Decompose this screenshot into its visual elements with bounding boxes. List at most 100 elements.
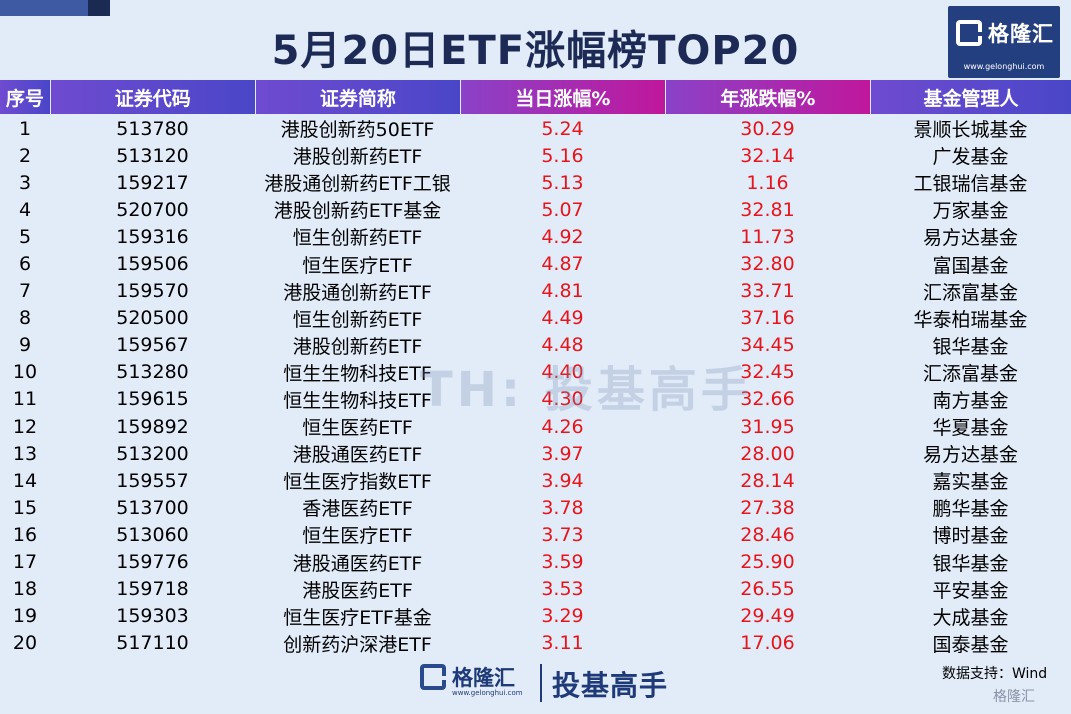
rank-cell: 13 bbox=[12, 442, 38, 465]
table-row: 5 159316 恒生创新药ETF 4.92 11.73 易方达基金 bbox=[0, 223, 1071, 250]
rank-cell: 7 bbox=[18, 280, 32, 303]
yearly-change-cell: 32.45 bbox=[740, 361, 795, 384]
column-header: 证券代码 bbox=[50, 80, 255, 114]
daily-change-cell: 3.97 bbox=[541, 442, 584, 465]
manager-cell: 广发基金 bbox=[932, 146, 1009, 169]
corner-decoration bbox=[0, 0, 88, 16]
manager-cell: 汇添富基金 bbox=[922, 362, 1018, 385]
rank-cell: 14 bbox=[12, 469, 38, 492]
rank-cell: 9 bbox=[18, 334, 32, 357]
rank-cell: 15 bbox=[12, 496, 38, 519]
name-cell: 港股通创新药ETF工银 bbox=[264, 173, 451, 196]
yearly-change-cell: 28.46 bbox=[740, 523, 795, 546]
logo-g-icon bbox=[956, 20, 982, 46]
yearly-change-cell: 32.80 bbox=[740, 253, 795, 276]
table-row: 16 513060 恒生医疗ETF 3.73 28.46 博时基金 bbox=[0, 521, 1071, 548]
manager-cell: 华泰柏瑞基金 bbox=[913, 308, 1028, 331]
etf-ranking-table: 序号 证券代码 证券简称 当日涨幅% 年涨跌幅% 基金管理人 1 513780 港股… bbox=[0, 80, 1071, 657]
table-row: 10 513280 恒生生物科技ETF 4.40 32.45 汇添富基金 bbox=[0, 359, 1071, 386]
yearly-change-cell: 28.14 bbox=[740, 469, 795, 492]
rank-cell: 12 bbox=[12, 415, 38, 438]
watermark: TH: 投基高手 bbox=[420, 362, 753, 418]
footer-divider bbox=[540, 664, 542, 702]
table-row: 15 513700 香港医药ETF 3.78 27.38 鹏华基金 bbox=[0, 494, 1071, 521]
yearly-change-cell: 32.66 bbox=[740, 388, 795, 411]
rank-cell: 5 bbox=[18, 225, 32, 248]
column-header: 基金管理人 bbox=[870, 80, 1071, 114]
rank-cell: 20 bbox=[12, 632, 38, 655]
daily-change-cell: 3.11 bbox=[541, 632, 584, 655]
code-cell: 159567 bbox=[116, 334, 189, 357]
manager-cell: 易方达基金 bbox=[922, 444, 1018, 467]
manager-cell: 大成基金 bbox=[932, 606, 1009, 629]
rank-cell: 10 bbox=[12, 361, 38, 384]
footer-brand: 格隆汇 bbox=[452, 666, 515, 690]
yearly-change-cell: 29.49 bbox=[740, 605, 795, 628]
manager-cell: 博时基金 bbox=[932, 525, 1009, 548]
name-cell: 恒生生物科技ETF bbox=[283, 389, 432, 412]
name-cell: 港股创新药ETF bbox=[292, 146, 423, 169]
daily-change-cell: 3.73 bbox=[541, 523, 584, 546]
table-row: 18 159718 港股医药ETF 3.53 26.55 平安基金 bbox=[0, 576, 1071, 603]
manager-cell: 平安基金 bbox=[932, 579, 1009, 602]
logo-url: www.gelonghui.com bbox=[963, 62, 1045, 71]
rank-cell: 3 bbox=[18, 171, 32, 194]
daily-change-cell: 3.59 bbox=[541, 551, 584, 574]
name-cell: 恒生医疗指数ETF bbox=[283, 471, 432, 494]
manager-cell: 富国基金 bbox=[932, 254, 1009, 277]
column-header: 证券简称 bbox=[255, 80, 460, 114]
table-row: 6 159506 恒生医疗ETF 4.87 32.80 富国基金 bbox=[0, 250, 1071, 277]
table-header: 序号 证券代码 证券简称 当日涨幅% 年涨跌幅% 基金管理人 bbox=[0, 80, 1071, 114]
rank-cell: 2 bbox=[18, 144, 32, 167]
daily-change-cell: 4.40 bbox=[541, 361, 584, 384]
table-row: 14 159557 恒生医疗指数ETF 3.94 28.14 嘉实基金 bbox=[0, 467, 1071, 494]
column-header: 序号 bbox=[0, 80, 50, 114]
manager-cell: 银华基金 bbox=[932, 335, 1009, 358]
logo-name: 格隆汇 bbox=[988, 22, 1054, 46]
yearly-change-cell: 1.16 bbox=[746, 171, 789, 194]
name-cell: 恒生创新药ETF bbox=[292, 227, 423, 250]
code-cell: 159557 bbox=[116, 469, 189, 492]
column-header: 当日涨幅% bbox=[460, 80, 665, 114]
name-cell: 恒生医疗ETF bbox=[302, 254, 413, 277]
rank-cell: 11 bbox=[12, 388, 38, 411]
code-cell: 520700 bbox=[116, 198, 189, 221]
manager-cell: 易方达基金 bbox=[922, 227, 1018, 250]
name-cell: 港股通创新药ETF bbox=[283, 281, 432, 304]
rank-cell: 16 bbox=[12, 523, 38, 546]
daily-change-cell: 5.07 bbox=[541, 198, 584, 221]
name-cell: 恒生医药ETF bbox=[302, 417, 413, 440]
rank-cell: 6 bbox=[18, 253, 32, 276]
rank-cell: 4 bbox=[18, 198, 32, 221]
code-cell: 517110 bbox=[116, 632, 189, 655]
yearly-change-cell: 11.73 bbox=[740, 225, 795, 248]
manager-cell: 国泰基金 bbox=[932, 633, 1009, 656]
code-cell: 513120 bbox=[116, 144, 189, 167]
daily-change-cell: 4.81 bbox=[541, 280, 584, 303]
daily-change-cell: 3.94 bbox=[541, 469, 584, 492]
manager-cell: 万家基金 bbox=[932, 200, 1009, 223]
yearly-change-cell: 32.81 bbox=[740, 198, 795, 221]
column-header: 年涨跌幅% bbox=[665, 80, 870, 114]
daily-change-cell: 4.92 bbox=[541, 225, 584, 248]
code-cell: 513200 bbox=[116, 442, 189, 465]
footer-g-icon bbox=[420, 664, 446, 690]
code-cell: 159615 bbox=[116, 388, 189, 411]
table-row: 9 159567 港股创新药ETF 4.48 34.45 银华基金 bbox=[0, 332, 1071, 359]
rank-cell: 8 bbox=[18, 307, 32, 330]
manager-cell: 工银瑞信基金 bbox=[913, 173, 1028, 196]
code-cell: 513280 bbox=[116, 361, 189, 384]
code-cell: 159776 bbox=[116, 551, 189, 574]
brand-logo: 格隆汇 www.gelonghui.com bbox=[948, 6, 1060, 78]
manager-cell: 银华基金 bbox=[932, 552, 1009, 575]
table-row: 12 159892 恒生医药ETF 4.26 31.95 华夏基金 bbox=[0, 413, 1071, 440]
name-cell: 港股医药ETF bbox=[302, 579, 413, 602]
table-row: 4 520700 港股创新药ETF基金 5.07 32.81 万家基金 bbox=[0, 196, 1071, 223]
daily-change-cell: 5.16 bbox=[541, 144, 584, 167]
footer-slogan: 投基高手 bbox=[552, 669, 669, 702]
name-cell: 港股创新药ETF bbox=[292, 335, 423, 358]
data-source-note: 数据支持：Wind bbox=[942, 666, 1048, 682]
table-row: 19 159303 恒生医疗ETF基金 3.29 29.49 大成基金 bbox=[0, 603, 1071, 630]
table-row: 20 517110 创新药沪深港ETF 3.11 17.06 国泰基金 bbox=[0, 630, 1071, 657]
rank-cell: 18 bbox=[12, 578, 38, 601]
